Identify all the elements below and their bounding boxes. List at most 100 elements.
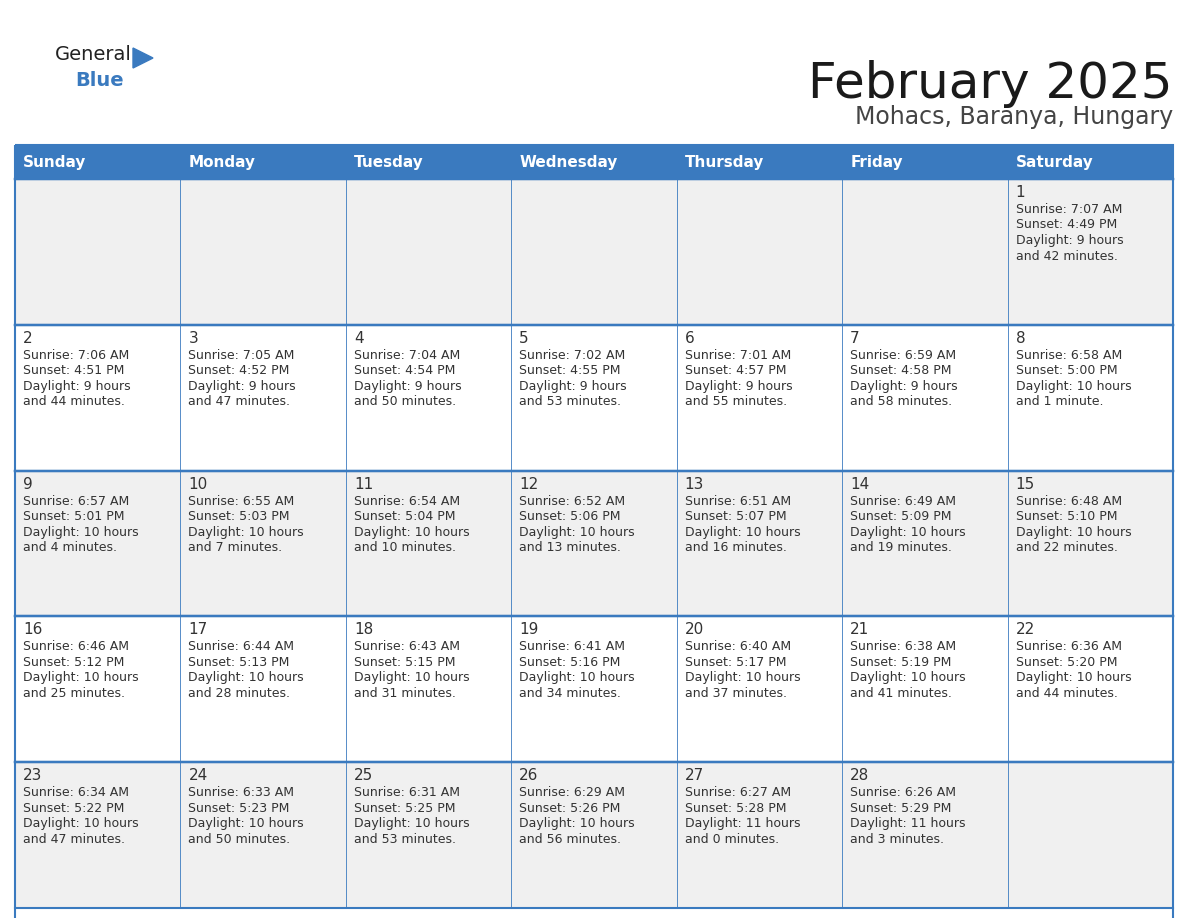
Bar bbox=[1007, 616, 1173, 762]
Text: Daylight: 10 hours: Daylight: 10 hours bbox=[1016, 671, 1131, 685]
Text: Daylight: 11 hours: Daylight: 11 hours bbox=[684, 817, 801, 830]
Text: 25: 25 bbox=[354, 768, 373, 783]
Text: Sunrise: 6:27 AM: Sunrise: 6:27 AM bbox=[684, 786, 791, 800]
Text: Daylight: 10 hours: Daylight: 10 hours bbox=[851, 671, 966, 685]
Text: and 55 minutes.: and 55 minutes. bbox=[684, 396, 786, 409]
Text: and 0 minutes.: and 0 minutes. bbox=[684, 833, 779, 845]
Bar bbox=[1007, 762, 1173, 908]
Text: Daylight: 10 hours: Daylight: 10 hours bbox=[1016, 526, 1131, 539]
Text: Daylight: 10 hours: Daylight: 10 hours bbox=[684, 671, 801, 685]
Text: Sunrise: 6:41 AM: Sunrise: 6:41 AM bbox=[519, 641, 625, 654]
Text: Sunset: 5:25 PM: Sunset: 5:25 PM bbox=[354, 801, 455, 814]
Bar bbox=[346, 762, 511, 908]
Text: 2: 2 bbox=[23, 330, 32, 346]
Text: 1: 1 bbox=[1016, 185, 1025, 200]
Text: 8: 8 bbox=[1016, 330, 1025, 346]
Text: Daylight: 10 hours: Daylight: 10 hours bbox=[519, 526, 634, 539]
Text: 11: 11 bbox=[354, 476, 373, 492]
Text: Daylight: 9 hours: Daylight: 9 hours bbox=[519, 380, 627, 393]
Text: 5: 5 bbox=[519, 330, 529, 346]
Bar bbox=[15, 471, 181, 616]
Text: Sunset: 5:07 PM: Sunset: 5:07 PM bbox=[684, 510, 786, 523]
Text: Sunset: 5:17 PM: Sunset: 5:17 PM bbox=[684, 655, 786, 669]
Text: 9: 9 bbox=[23, 476, 33, 492]
Text: and 13 minutes.: and 13 minutes. bbox=[519, 541, 621, 554]
Text: Thursday: Thursday bbox=[684, 154, 764, 170]
Text: and 53 minutes.: and 53 minutes. bbox=[354, 833, 456, 845]
Bar bbox=[842, 616, 1007, 762]
Text: Daylight: 9 hours: Daylight: 9 hours bbox=[684, 380, 792, 393]
Text: Daylight: 10 hours: Daylight: 10 hours bbox=[519, 671, 634, 685]
Text: Sunrise: 6:52 AM: Sunrise: 6:52 AM bbox=[519, 495, 625, 508]
Text: Daylight: 9 hours: Daylight: 9 hours bbox=[851, 380, 958, 393]
Text: 16: 16 bbox=[23, 622, 43, 637]
Text: 6: 6 bbox=[684, 330, 695, 346]
Text: and 10 minutes.: and 10 minutes. bbox=[354, 541, 456, 554]
Text: and 41 minutes.: and 41 minutes. bbox=[851, 687, 952, 700]
Text: Sunset: 5:16 PM: Sunset: 5:16 PM bbox=[519, 655, 620, 669]
Bar bbox=[181, 325, 346, 471]
Bar bbox=[511, 762, 677, 908]
Text: and 56 minutes.: and 56 minutes. bbox=[519, 833, 621, 845]
Text: 3: 3 bbox=[189, 330, 198, 346]
Bar bbox=[15, 616, 181, 762]
Bar bbox=[842, 325, 1007, 471]
Bar bbox=[346, 471, 511, 616]
Text: 22: 22 bbox=[1016, 622, 1035, 637]
Text: Sunrise: 7:05 AM: Sunrise: 7:05 AM bbox=[189, 349, 295, 362]
Text: and 50 minutes.: and 50 minutes. bbox=[189, 833, 291, 845]
Polygon shape bbox=[133, 48, 153, 68]
Text: 15: 15 bbox=[1016, 476, 1035, 492]
Bar bbox=[1007, 325, 1173, 471]
Text: 26: 26 bbox=[519, 768, 538, 783]
Text: Sunset: 4:54 PM: Sunset: 4:54 PM bbox=[354, 364, 455, 377]
Text: Sunrise: 7:01 AM: Sunrise: 7:01 AM bbox=[684, 349, 791, 362]
Text: and 58 minutes.: and 58 minutes. bbox=[851, 396, 953, 409]
Bar bbox=[511, 325, 677, 471]
Bar bbox=[677, 471, 842, 616]
Text: Monday: Monday bbox=[189, 154, 255, 170]
Bar bbox=[677, 762, 842, 908]
Text: Sunset: 5:19 PM: Sunset: 5:19 PM bbox=[851, 655, 952, 669]
Text: and 50 minutes.: and 50 minutes. bbox=[354, 396, 456, 409]
Text: Sunset: 5:01 PM: Sunset: 5:01 PM bbox=[23, 510, 125, 523]
Text: February 2025: February 2025 bbox=[809, 60, 1173, 108]
Text: Sunset: 5:09 PM: Sunset: 5:09 PM bbox=[851, 510, 952, 523]
Text: Sunset: 5:00 PM: Sunset: 5:00 PM bbox=[1016, 364, 1117, 377]
Text: Saturday: Saturday bbox=[1016, 154, 1093, 170]
Text: and 44 minutes.: and 44 minutes. bbox=[23, 396, 125, 409]
Text: 20: 20 bbox=[684, 622, 704, 637]
Text: Daylight: 10 hours: Daylight: 10 hours bbox=[189, 526, 304, 539]
Text: Sunday: Sunday bbox=[23, 154, 87, 170]
Text: Sunrise: 7:07 AM: Sunrise: 7:07 AM bbox=[1016, 203, 1121, 216]
Text: and 7 minutes.: and 7 minutes. bbox=[189, 541, 283, 554]
Text: and 47 minutes.: and 47 minutes. bbox=[23, 833, 125, 845]
Text: Daylight: 11 hours: Daylight: 11 hours bbox=[851, 817, 966, 830]
Text: Sunrise: 6:36 AM: Sunrise: 6:36 AM bbox=[1016, 641, 1121, 654]
Bar bbox=[677, 325, 842, 471]
Bar bbox=[511, 179, 677, 325]
Text: Daylight: 9 hours: Daylight: 9 hours bbox=[189, 380, 296, 393]
Bar bbox=[181, 179, 346, 325]
Text: Sunset: 4:55 PM: Sunset: 4:55 PM bbox=[519, 364, 621, 377]
Text: 7: 7 bbox=[851, 330, 860, 346]
Text: Sunset: 5:04 PM: Sunset: 5:04 PM bbox=[354, 510, 455, 523]
Text: Sunrise: 6:34 AM: Sunrise: 6:34 AM bbox=[23, 786, 129, 800]
Text: and 44 minutes.: and 44 minutes. bbox=[1016, 687, 1118, 700]
Text: Daylight: 9 hours: Daylight: 9 hours bbox=[23, 380, 131, 393]
Bar bbox=[511, 471, 677, 616]
Bar bbox=[15, 145, 1173, 918]
Text: Tuesday: Tuesday bbox=[354, 154, 424, 170]
Text: Sunrise: 6:59 AM: Sunrise: 6:59 AM bbox=[851, 349, 956, 362]
Text: Sunrise: 6:43 AM: Sunrise: 6:43 AM bbox=[354, 641, 460, 654]
Text: and 28 minutes.: and 28 minutes. bbox=[189, 687, 290, 700]
Text: Sunrise: 7:02 AM: Sunrise: 7:02 AM bbox=[519, 349, 626, 362]
Text: and 31 minutes.: and 31 minutes. bbox=[354, 687, 456, 700]
Bar bbox=[1007, 471, 1173, 616]
Bar bbox=[15, 762, 181, 908]
Text: Sunset: 4:58 PM: Sunset: 4:58 PM bbox=[851, 364, 952, 377]
Text: Sunset: 5:10 PM: Sunset: 5:10 PM bbox=[1016, 510, 1117, 523]
Text: 27: 27 bbox=[684, 768, 704, 783]
Bar bbox=[181, 762, 346, 908]
Text: Sunrise: 6:31 AM: Sunrise: 6:31 AM bbox=[354, 786, 460, 800]
